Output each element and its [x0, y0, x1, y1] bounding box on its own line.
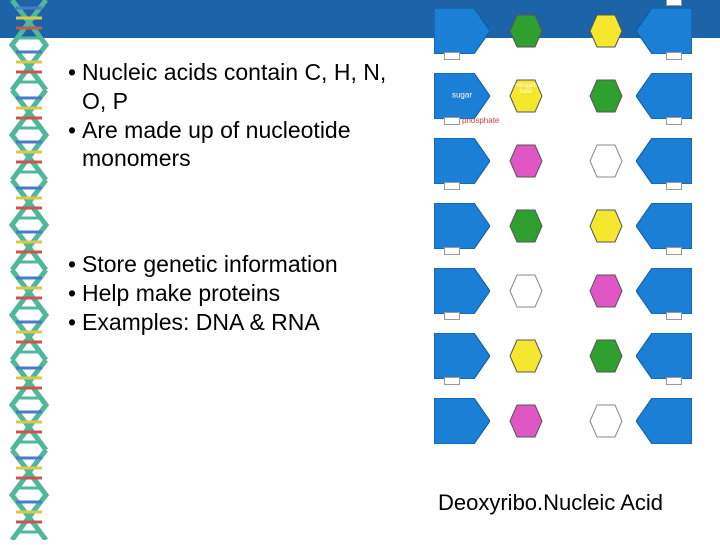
- phosphate-connector: [444, 117, 460, 125]
- nitrogen-base-hexagon: [508, 338, 544, 374]
- sugar-pentagon: [636, 203, 692, 249]
- sugar-pentagon: [434, 203, 490, 249]
- nitrogen-base-hexagon: [508, 403, 544, 439]
- bullet-text: Nucleic acids contain C, H, N, O, P: [82, 58, 408, 116]
- bullet-dot: •: [68, 250, 82, 279]
- dna-helix-icon: [2, 450, 56, 540]
- dna-helix-column: [2, 0, 58, 540]
- bullet-item: • Examples: DNA & RNA: [68, 308, 408, 337]
- phosphate-connector: [666, 247, 682, 255]
- nitrogen-base-hexagon: [508, 208, 544, 244]
- phosphate-connector: [666, 312, 682, 320]
- phosphate-connector: [666, 182, 682, 190]
- dna-helix-icon: [2, 180, 56, 270]
- bullet-item: • Nucleic acids contain C, H, N, O, P: [68, 58, 408, 116]
- sugar-pentagon: [434, 268, 490, 314]
- nitrogen-base-hexagon: [508, 143, 544, 179]
- sugar-pentagon: [636, 398, 692, 444]
- phosphate-connector: [666, 117, 682, 125]
- nucleotide-diagram: sugar nitrogen base phosphate: [426, 0, 706, 460]
- bullet-dot: •: [68, 58, 82, 116]
- bullet-group-2: • Store genetic information • Help make …: [68, 250, 408, 336]
- nitrogen-base-hexagon: [588, 403, 624, 439]
- nitrogen-base-hexagon: [588, 273, 624, 309]
- phosphate-connector: [666, 377, 682, 385]
- nitrogen-base-hexagon: [588, 78, 624, 114]
- dna-helix-icon: [2, 90, 56, 180]
- bullet-dot: •: [68, 308, 82, 337]
- bullet-text: Help make proteins: [82, 279, 408, 308]
- bullet-group-1: • Nucleic acids contain C, H, N, O, P • …: [68, 58, 408, 173]
- dna-helix-icon: [2, 360, 56, 450]
- phosphate-connector: [444, 182, 460, 190]
- nitrogen-base-hexagon: [588, 13, 624, 49]
- bullet-item: • Store genetic information: [68, 250, 408, 279]
- sugar-pentagon: [434, 398, 490, 444]
- dna-helix-icon: [2, 270, 56, 360]
- phosphate-connector: [444, 377, 460, 385]
- bullet-dot: •: [68, 279, 82, 308]
- sugar-pentagon: [434, 138, 490, 184]
- bullet-item: • Help make proteins: [68, 279, 408, 308]
- nitrogen-base-hexagon: [508, 273, 544, 309]
- nitrogen-base-hexagon: [588, 338, 624, 374]
- nitrogen-base-label: nitrogen base: [508, 83, 544, 95]
- nitrogen-base-hexagon: [588, 143, 624, 179]
- sugar-pentagon: [434, 8, 490, 54]
- nitrogen-base-hexagon: [508, 13, 544, 49]
- nitrogen-base-hexagon: [588, 208, 624, 244]
- bullet-text: Store genetic information: [82, 250, 408, 279]
- bullet-text: Examples: DNA & RNA: [82, 308, 408, 337]
- bullet-item: • Are made up of nucleotide monomers: [68, 116, 408, 174]
- phosphate-connector: [666, 52, 682, 60]
- bullet-text: Are made up of nucleotide monomers: [82, 116, 408, 174]
- sugar-pentagon: [636, 333, 692, 379]
- phosphate-connector: [444, 312, 460, 320]
- sugar-pentagon: [636, 8, 692, 54]
- sugar-pentagon: sugar: [434, 73, 490, 119]
- bullet-dot: •: [68, 116, 82, 174]
- phosphate-connector: [666, 0, 682, 6]
- phosphate-connector: [444, 247, 460, 255]
- phosphate-connector: [444, 52, 460, 60]
- sugar-pentagon: [636, 73, 692, 119]
- footer-caption: Deoxyribo.Nucleic Acid: [438, 490, 663, 516]
- dna-helix-icon: [2, 0, 56, 90]
- phosphate-label: phosphate: [462, 116, 499, 125]
- sugar-pentagon: [636, 268, 692, 314]
- sugar-pentagon: [636, 138, 692, 184]
- sugar-pentagon: [434, 333, 490, 379]
